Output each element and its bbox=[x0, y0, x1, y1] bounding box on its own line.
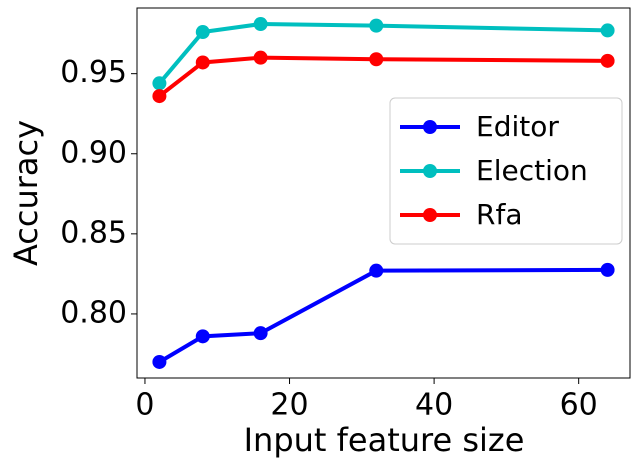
point bbox=[369, 263, 384, 278]
legend-marker bbox=[423, 120, 437, 134]
point bbox=[253, 326, 268, 341]
y-axis-label: Accuracy bbox=[7, 120, 45, 266]
legend-marker bbox=[423, 208, 437, 222]
point bbox=[369, 18, 384, 33]
y-tick-label: 0.85 bbox=[60, 215, 127, 250]
legend-label: Rfa bbox=[476, 198, 522, 231]
point bbox=[253, 17, 268, 32]
x-axis-label: Input feature size bbox=[244, 421, 525, 459]
point bbox=[152, 89, 167, 104]
y-tick-label: 0.80 bbox=[60, 295, 127, 330]
x-tick-label: 0 bbox=[135, 388, 154, 423]
series-line bbox=[158, 55, 608, 98]
y-tick-label: 0.95 bbox=[60, 55, 127, 90]
x-tick-label: 60 bbox=[560, 388, 598, 423]
point bbox=[195, 55, 210, 70]
legend-box bbox=[389, 97, 623, 245]
point bbox=[152, 354, 167, 369]
point bbox=[600, 53, 615, 68]
point bbox=[600, 262, 615, 277]
plot-frame bbox=[136, 7, 631, 379]
legend-marker bbox=[423, 164, 437, 178]
legend-label: Editor bbox=[476, 110, 559, 143]
legend-label: Election bbox=[476, 154, 588, 187]
x-tick-label: 20 bbox=[270, 388, 308, 423]
legend: Editor Election Rfa bbox=[389, 97, 623, 245]
point bbox=[195, 25, 210, 40]
x-tick-label: 40 bbox=[415, 388, 453, 423]
point bbox=[369, 52, 384, 67]
series-line bbox=[158, 267, 608, 364]
point bbox=[600, 23, 615, 38]
point bbox=[195, 329, 210, 344]
series-line bbox=[157, 22, 608, 85]
point bbox=[253, 50, 268, 65]
point bbox=[152, 76, 167, 91]
y-tick-label: 0.90 bbox=[60, 135, 127, 170]
